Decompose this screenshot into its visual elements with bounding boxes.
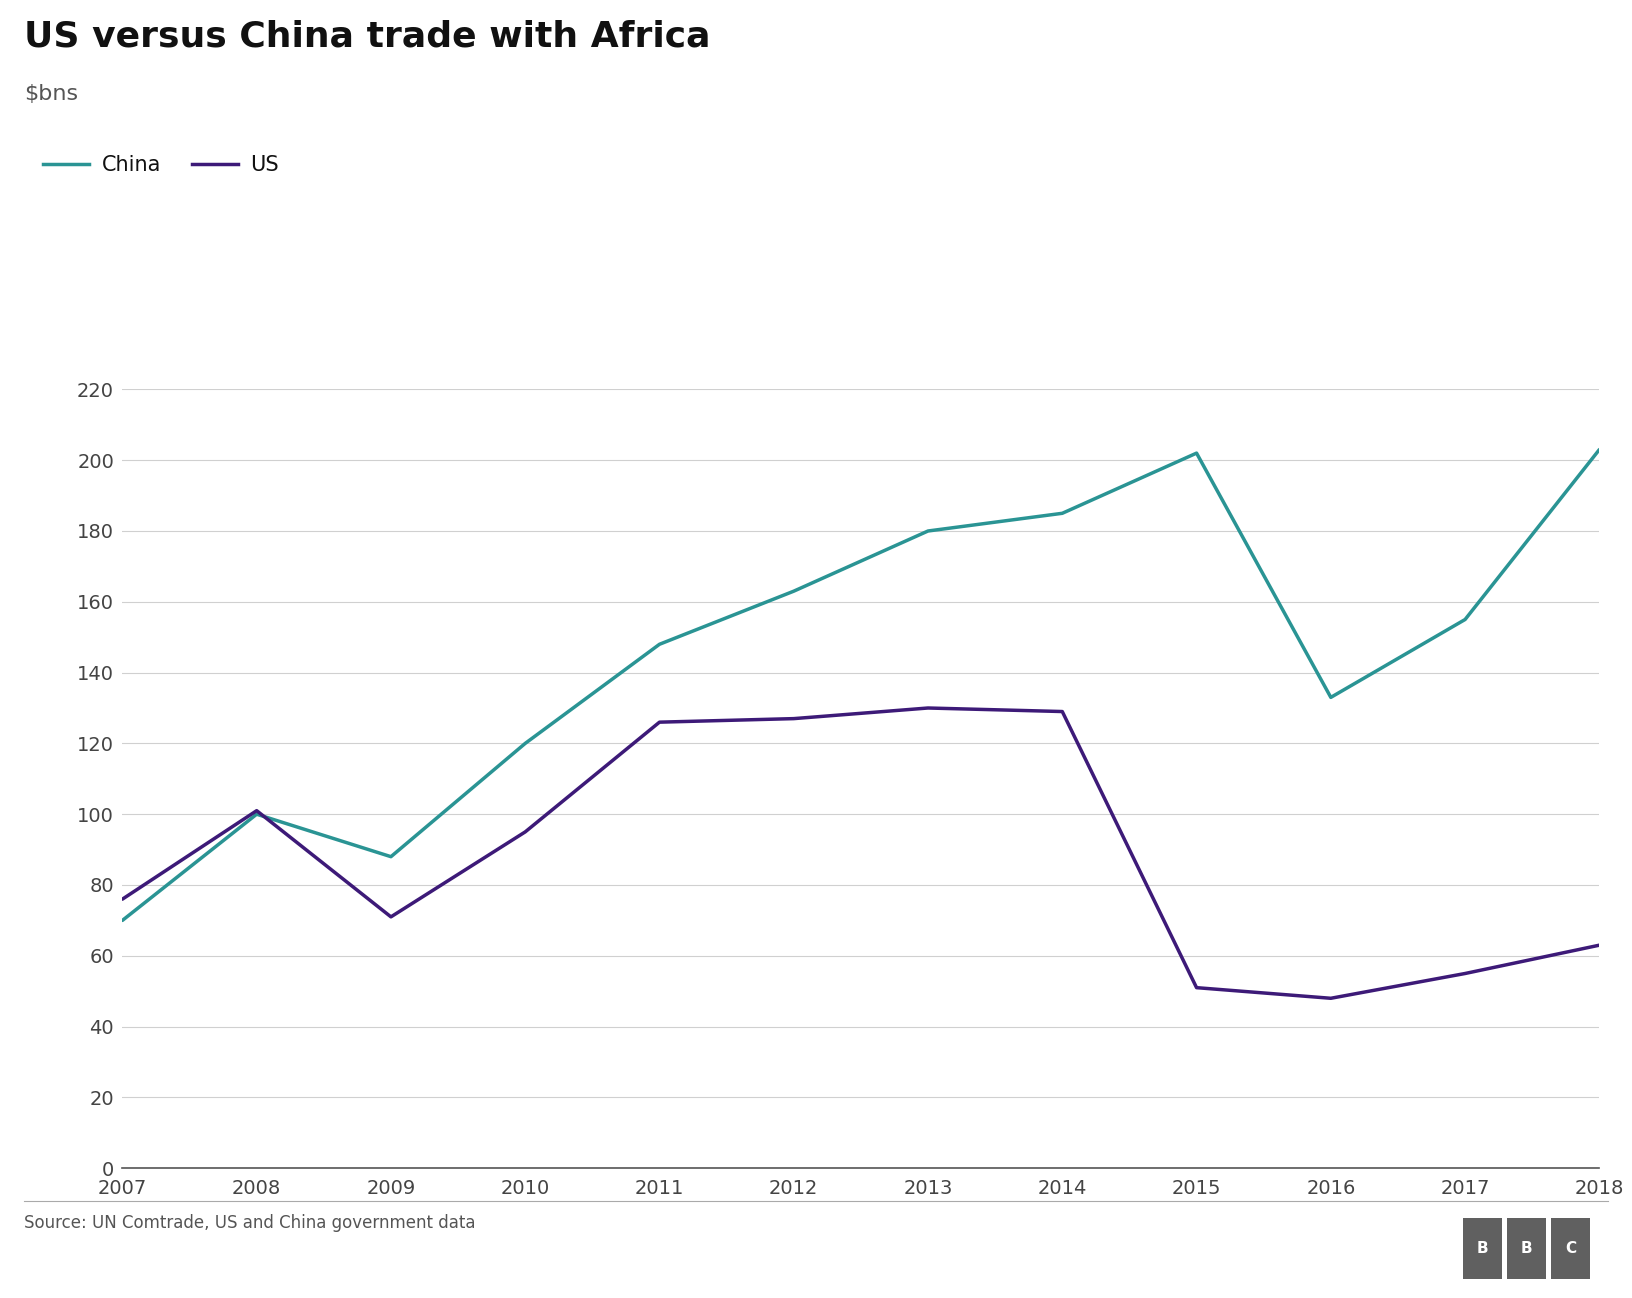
Bar (1506, 1219, 1546, 1279)
Text: US versus China trade with Africa: US versus China trade with Africa (24, 19, 712, 53)
Text: Source: UN Comtrade, US and China government data: Source: UN Comtrade, US and China govern… (24, 1214, 477, 1232)
Text: B: B (1521, 1241, 1532, 1256)
Text: B: B (1477, 1241, 1488, 1256)
Bar (1462, 1219, 1501, 1279)
Text: C: C (1565, 1241, 1577, 1256)
Bar (1550, 1219, 1590, 1279)
Text: $bns: $bns (24, 84, 78, 104)
Legend: China, US: China, US (34, 147, 287, 183)
